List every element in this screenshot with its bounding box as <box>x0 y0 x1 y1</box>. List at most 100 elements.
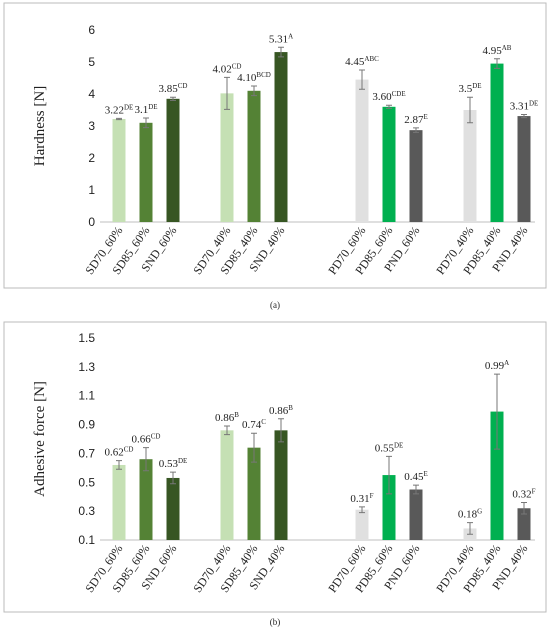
error-bar <box>386 455 392 495</box>
bar <box>517 116 531 222</box>
significance-letter: DE <box>529 99 538 107</box>
y-tick-label: 1.3 <box>78 360 95 374</box>
value-label: 0.31F <box>350 492 373 505</box>
bar <box>517 508 531 540</box>
significance-letter: E <box>423 470 427 478</box>
value-label: 4.02CD <box>213 62 242 75</box>
significance-letter: DE <box>124 103 133 111</box>
value-label: 0.45E <box>404 470 428 483</box>
error-bar <box>494 58 500 69</box>
value-label: 0.86B <box>215 411 239 424</box>
value-label: 4.45ABC <box>345 55 379 68</box>
value-label: 5.31A <box>269 32 293 45</box>
value-label: 0.99A <box>485 359 509 372</box>
value-label: 0.55DE <box>375 441 404 454</box>
error-bar <box>278 46 284 58</box>
significance-letter: B <box>288 404 293 412</box>
value-label: 0.18G <box>458 508 482 521</box>
error-bar <box>116 117 122 121</box>
significance-letter: C <box>261 418 266 426</box>
error-bar <box>467 96 473 124</box>
error-bar <box>224 76 230 110</box>
significance-letter: G <box>477 508 482 516</box>
value-number: 3.5 <box>458 83 472 95</box>
significance-letter: DE <box>394 441 403 449</box>
error-bar <box>521 501 527 515</box>
bar <box>220 93 234 222</box>
error-bar <box>170 96 176 101</box>
significance-letter: CDE <box>392 90 406 98</box>
value-number: 3.60 <box>372 91 392 103</box>
value-label: 3.22DE <box>105 103 134 116</box>
y-tick-label: 2 <box>88 151 95 165</box>
significance-letter: A <box>288 32 293 40</box>
bar <box>490 63 504 222</box>
value-number: 0.55 <box>375 442 395 454</box>
y-axis-label: Hardness [N] <box>32 86 48 166</box>
value-label: 0.86B <box>269 404 293 417</box>
value-number: 3.31 <box>510 100 529 112</box>
y-tick-label: 5 <box>88 55 95 69</box>
significance-letter: CD <box>151 433 161 441</box>
value-number: 3.85 <box>159 83 179 95</box>
error-bar <box>494 373 500 450</box>
error-bar <box>386 104 392 109</box>
significance-letter: CD <box>178 82 188 90</box>
value-label: 3.1DE <box>134 103 157 116</box>
y-tick-label: 3 <box>88 119 95 133</box>
y-axis-label: Adhesive force [N] <box>32 381 48 497</box>
value-label: 0.74C <box>242 418 266 431</box>
value-label: 0.66CD <box>132 433 161 446</box>
y-tick-label: 0.7 <box>78 446 95 460</box>
value-label: 4.95AB <box>483 44 512 57</box>
value-number: 0.45 <box>404 471 424 483</box>
bar <box>382 106 396 222</box>
panel-frame <box>3 321 547 613</box>
error-bar <box>116 460 122 470</box>
y-tick-label: 0.3 <box>78 504 95 518</box>
value-number: 2.87 <box>404 114 424 126</box>
error-bar <box>521 113 527 119</box>
value-number: 0.99 <box>485 360 505 372</box>
significance-letter: F <box>370 492 374 500</box>
bar <box>409 489 423 540</box>
y-tick-label: 0 <box>88 215 95 229</box>
bar <box>112 118 126 222</box>
value-label: 0.53DE <box>159 457 188 470</box>
error-bar <box>251 432 257 463</box>
error-bar <box>413 127 419 133</box>
y-tick-label: 4 <box>88 87 95 101</box>
value-number: 3.1 <box>134 104 148 116</box>
bar <box>463 110 477 222</box>
value-number: 0.66 <box>132 434 152 446</box>
bar <box>490 411 504 540</box>
bar <box>274 52 288 222</box>
error-bar <box>359 69 365 90</box>
bar <box>274 430 288 540</box>
error-bar <box>359 506 365 514</box>
y-tick-label: 1.1 <box>78 389 95 403</box>
significance-letter: AB <box>502 44 512 52</box>
value-number: 4.10 <box>237 72 257 84</box>
significance-letter: CD <box>232 62 242 70</box>
significance-letter: F <box>532 487 536 495</box>
value-number: 4.02 <box>213 63 232 75</box>
significance-letter: ABC <box>364 55 379 63</box>
significance-letter: B <box>234 411 239 419</box>
value-number: 0.31 <box>350 493 369 505</box>
value-label: 0.62CD <box>105 446 134 459</box>
value-label: 2.87E <box>404 113 428 126</box>
value-label: 0.32F <box>512 487 535 500</box>
value-number: 4.45 <box>345 56 365 68</box>
significance-letter: BCD <box>256 71 270 79</box>
panel-frame <box>3 2 547 289</box>
significance-letter: DE <box>148 103 157 111</box>
caption: (a) <box>270 300 280 310</box>
value-number: 0.18 <box>458 509 478 521</box>
value-label: 3.85CD <box>159 82 188 95</box>
error-bar <box>413 484 419 495</box>
value-number: 0.32 <box>512 488 531 500</box>
bar <box>112 464 126 540</box>
bar <box>220 430 234 540</box>
